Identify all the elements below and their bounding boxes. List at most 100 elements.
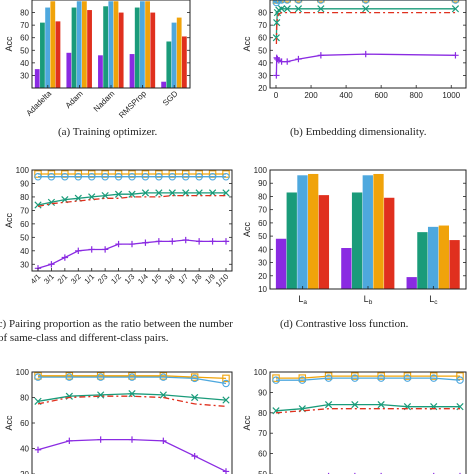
bar-Adadelta-teal: [40, 22, 45, 88]
y-tick-label: 40: [258, 245, 267, 254]
x-tick-label: Adadelta: [25, 89, 54, 118]
x-tick-label: 400: [339, 91, 353, 100]
point-teal: [128, 390, 136, 398]
y-tick-label: 50: [258, 232, 267, 241]
point-teal: [191, 393, 199, 402]
plot-frame: [269, 169, 467, 290]
point-purple: [317, 52, 325, 59]
x-tick-label: 1/2: [109, 272, 123, 286]
point-blue: [377, 374, 385, 382]
point-teal: [273, 19, 281, 27]
point-purple: [452, 52, 459, 59]
x-tick-label: La: [298, 294, 307, 306]
point-teal: [101, 191, 109, 200]
bar-Nadam-teal: [103, 6, 109, 88]
bar-L_b-purple: [341, 248, 352, 289]
x-tick-label: Lb: [364, 294, 373, 306]
series-line-orange: [38, 375, 227, 380]
point-teal: [168, 189, 176, 197]
point-purple: [191, 452, 198, 460]
point-blue: [222, 172, 230, 181]
caption-b: (b) Embedding dimensionality.: [290, 126, 427, 138]
point-purple: [222, 468, 230, 474]
point-orange: [361, 0, 370, 3]
point-blue: [168, 172, 177, 181]
point-purple: [115, 240, 122, 248]
x-tick-label: 1/6: [163, 272, 177, 286]
point-blue: [277, 0, 286, 4]
x-tick-label: 3/1: [42, 272, 56, 286]
y-tick-label: 70: [258, 206, 267, 215]
point-teal: [362, 5, 370, 13]
y-tick-label: 80: [20, 9, 29, 18]
y-tick-label: 70: [20, 206, 29, 215]
bar-Adadelta-orange: [50, 1, 56, 88]
chart-d: La Lb Lc 10 20 30 40 50 60 70 80 90 100 Acc: [242, 166, 467, 306]
point-teal: [141, 189, 150, 197]
point-purple: [275, 57, 283, 64]
series-line-red: [275, 408, 460, 414]
point-orange: [317, 0, 325, 3]
y-tick-label: 80: [20, 394, 29, 403]
point-blue: [429, 374, 438, 382]
point-purple: [66, 437, 73, 445]
series-group: [272, 372, 464, 474]
point-blue: [403, 374, 412, 382]
point-purple: [88, 246, 95, 253]
y-axis-label: Acc: [242, 415, 252, 431]
point-blue: [208, 172, 217, 181]
point-blue: [114, 172, 123, 181]
bar-L_a-orange: [308, 173, 319, 289]
bar-Adam-red: [87, 10, 92, 88]
point-teal: [451, 5, 460, 13]
plot-frame: [269, 371, 467, 474]
bar-Nadam-orange: [113, 1, 119, 88]
point-blue: [141, 172, 150, 181]
y-tick-label: 30: [258, 71, 267, 80]
point-teal: [114, 190, 123, 198]
point-blue: [34, 373, 42, 381]
bar-Nadam-red: [118, 12, 124, 88]
point-teal: [283, 5, 291, 13]
point-blue: [451, 0, 460, 4]
point-teal: [272, 34, 280, 42]
bar-L_c-purple: [406, 277, 417, 289]
bar-Adam-purple: [66, 52, 72, 88]
point-purple: [128, 240, 136, 248]
x-tick-label: RMSProp: [117, 89, 148, 120]
bar-Adam-orange: [81, 1, 87, 88]
x-tick-label: 1/4: [136, 272, 150, 286]
point-blue: [222, 379, 230, 388]
y-tick-label: 100: [254, 368, 268, 377]
point-purple: [295, 55, 302, 63]
bar-L_b-blue: [362, 175, 373, 289]
series-group: [272, 0, 460, 79]
bar-Adadelta-red: [55, 21, 61, 88]
y-tick-label: 90: [258, 179, 267, 188]
point-orange: [451, 0, 460, 3]
y-tick-label: 100: [254, 166, 268, 175]
point-orange: [403, 372, 412, 380]
y-tick-label: 90: [258, 388, 267, 397]
bar-L_b-red: [384, 197, 395, 289]
y-axis-label: Acc: [242, 222, 252, 238]
point-purple: [160, 437, 167, 445]
y-tick-label: 90: [20, 179, 29, 188]
point-blue: [128, 373, 136, 381]
y-tick-label: 80: [258, 9, 267, 18]
plot-frame: [31, 0, 191, 89]
point-purple: [97, 436, 104, 443]
bar-SGD-orange: [176, 17, 182, 88]
x-tick-label: 2/3: [96, 272, 110, 286]
x-tick-label: SGD: [161, 89, 180, 108]
series-line-orange: [276, 375, 460, 379]
point-teal: [97, 391, 105, 399]
y-tick-label: 100: [16, 166, 30, 175]
plot-frame: [31, 169, 233, 272]
chart-f: 50 60 70 80 90 100 Acc: [242, 368, 467, 474]
y-axis-label: Acc: [242, 36, 252, 52]
bar-L_a-blue: [297, 175, 308, 289]
x-tick-label: Adam: [64, 89, 85, 110]
point-purple: [182, 236, 189, 244]
bar-L_a-purple: [275, 238, 287, 289]
